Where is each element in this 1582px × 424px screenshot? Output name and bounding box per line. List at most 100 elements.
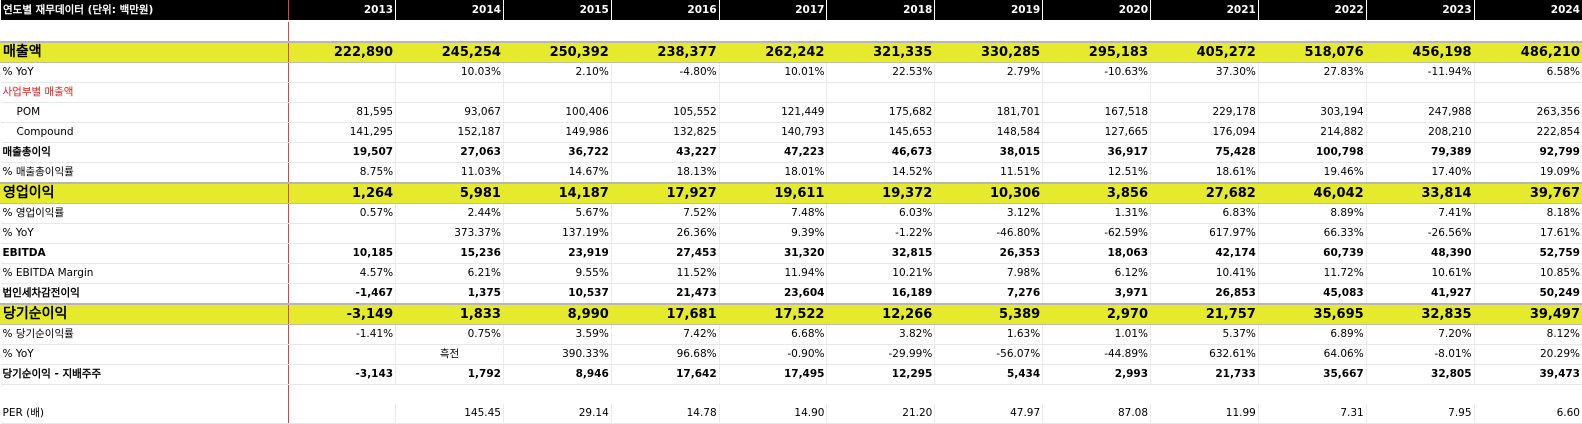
year-header-2018[interactable]: 2018 [827, 0, 935, 21]
cell-2024[interactable]: 39,497 [1474, 304, 1582, 325]
row-label[interactable]: % 매출총이익률 [1, 163, 289, 184]
row-label[interactable] [1, 385, 289, 405]
cell-2020[interactable]: -62.59% [1043, 224, 1151, 244]
cell-2018[interactable]: 3.82% [827, 325, 935, 345]
row-label[interactable]: EBITDA [1, 244, 289, 264]
cell-2018[interactable] [827, 385, 935, 405]
cell-2020[interactable] [1043, 83, 1151, 103]
cell-2024[interactable]: 222,854 [1474, 123, 1582, 143]
cell-2014[interactable]: 1,792 [396, 365, 504, 385]
cell-2014[interactable]: 11.03% [396, 163, 504, 184]
year-header-2013[interactable]: 2013 [289, 0, 396, 21]
year-header-2020[interactable]: 2020 [1043, 0, 1151, 21]
cell-2016[interactable]: 27,453 [611, 244, 719, 264]
cell-2021[interactable]: 26,853 [1151, 284, 1259, 305]
cell-2018[interactable]: 10.21% [827, 264, 935, 284]
cell-2020[interactable]: 167,518 [1043, 103, 1151, 123]
cell-2017[interactable]: 6.68% [719, 325, 827, 345]
cell-2013[interactable] [289, 63, 396, 83]
cell-2020[interactable]: 127,665 [1043, 123, 1151, 143]
cell-2015[interactable] [503, 83, 611, 103]
cell-2021[interactable]: 176,094 [1151, 123, 1259, 143]
row-label[interactable]: POM [1, 103, 289, 123]
cell-2014[interactable]: 5,981 [396, 183, 504, 204]
cell-2017[interactable]: 17,522 [719, 304, 827, 325]
cell-2016[interactable]: 21,473 [611, 284, 719, 305]
cell-2017[interactable]: 23,604 [719, 284, 827, 305]
cell-2022[interactable]: 11.72% [1258, 264, 1366, 284]
cell-2024[interactable]: 50,249 [1474, 284, 1582, 305]
cell-2023[interactable] [1366, 83, 1474, 103]
cell-2022[interactable] [1258, 385, 1366, 405]
cell-2021[interactable]: 617.97% [1151, 224, 1259, 244]
cell-2016[interactable] [611, 83, 719, 103]
cell-2023[interactable] [1366, 21, 1474, 42]
row-label[interactable]: 당기순이익 - 지배주주 [1, 365, 289, 385]
cell-2013[interactable]: 222,890 [289, 42, 396, 63]
cell-2017[interactable]: 19,611 [719, 183, 827, 204]
cell-2013[interactable]: 1,264 [289, 183, 396, 204]
table-title[interactable]: 연도별 재무데이터 (단위: 백만원) [1, 0, 289, 21]
cell-2023[interactable]: 208,210 [1366, 123, 1474, 143]
cell-2013[interactable] [289, 385, 396, 405]
cell-2014[interactable]: 흑전 [396, 345, 504, 365]
cell-2019[interactable] [935, 83, 1043, 103]
cell-2019[interactable]: 2.79% [935, 63, 1043, 83]
cell-2016[interactable] [611, 385, 719, 405]
cell-2018[interactable]: 19,372 [827, 183, 935, 204]
cell-2024[interactable]: 19.09% [1474, 163, 1582, 184]
cell-2019[interactable]: 1.63% [935, 325, 1043, 345]
cell-2024[interactable]: 17.61% [1474, 224, 1582, 244]
row-label[interactable]: 매출액 [1, 42, 289, 63]
cell-2016[interactable]: 11.52% [611, 264, 719, 284]
cell-2024[interactable] [1474, 83, 1582, 103]
year-header-2024[interactable]: 2024 [1474, 0, 1582, 21]
cell-2023[interactable]: 456,198 [1366, 42, 1474, 63]
cell-2019[interactable]: 5,389 [935, 304, 1043, 325]
row-label[interactable]: % YoY [1, 345, 289, 365]
cell-2024[interactable]: 52,759 [1474, 244, 1582, 264]
row-label[interactable]: 법인세차감전이익 [1, 284, 289, 305]
cell-2016[interactable]: -4.80% [611, 63, 719, 83]
cell-2019[interactable] [935, 385, 1043, 405]
cell-2023[interactable]: 32,805 [1366, 365, 1474, 385]
cell-2015[interactable]: 9.55% [503, 264, 611, 284]
cell-2013[interactable]: -3,143 [289, 365, 396, 385]
cell-2013[interactable] [289, 83, 396, 103]
cell-2016[interactable] [611, 21, 719, 42]
cell-2019[interactable]: 5,434 [935, 365, 1043, 385]
cell-2015[interactable] [503, 21, 611, 42]
cell-2020[interactable]: 6.12% [1043, 264, 1151, 284]
cell-2023[interactable]: -11.94% [1366, 63, 1474, 83]
cell-2016[interactable]: 43,227 [611, 143, 719, 163]
cell-2022[interactable]: 303,194 [1258, 103, 1366, 123]
cell-2015[interactable]: 10,537 [503, 284, 611, 305]
row-label[interactable]: Compound [1, 123, 289, 143]
cell-2024[interactable]: 10.85% [1474, 264, 1582, 284]
cell-2021[interactable]: 21,733 [1151, 365, 1259, 385]
cell-2018[interactable] [827, 21, 935, 42]
cell-2022[interactable]: 8.89% [1258, 204, 1366, 224]
cell-2021[interactable]: 37.30% [1151, 63, 1259, 83]
cell-2017[interactable]: 31,320 [719, 244, 827, 264]
cell-2023[interactable]: 41,927 [1366, 284, 1474, 305]
cell-2018[interactable]: -1.22% [827, 224, 935, 244]
cell-2020[interactable]: -10.63% [1043, 63, 1151, 83]
cell-2022[interactable]: 214,882 [1258, 123, 1366, 143]
cell-2023[interactable]: 48,390 [1366, 244, 1474, 264]
cell-2024[interactable] [1474, 21, 1582, 42]
year-header-2014[interactable]: 2014 [396, 0, 504, 21]
cell-2019[interactable]: -56.07% [935, 345, 1043, 365]
cell-2021[interactable]: 27,682 [1151, 183, 1259, 204]
cell-2014[interactable]: 1,375 [396, 284, 504, 305]
cell-2023[interactable]: 33,814 [1366, 183, 1474, 204]
cell-2018[interactable]: 12,295 [827, 365, 935, 385]
cell-2024[interactable]: 6.58% [1474, 63, 1582, 83]
cell-2015[interactable]: 2.10% [503, 63, 611, 83]
cell-2021[interactable]: 632.61% [1151, 345, 1259, 365]
cell-2014[interactable]: 152,187 [396, 123, 504, 143]
cell-2015[interactable]: 14.67% [503, 163, 611, 184]
cell-2017[interactable]: 262,242 [719, 42, 827, 63]
cell-2015[interactable]: 137.19% [503, 224, 611, 244]
cell-2018[interactable]: 14.52% [827, 163, 935, 184]
